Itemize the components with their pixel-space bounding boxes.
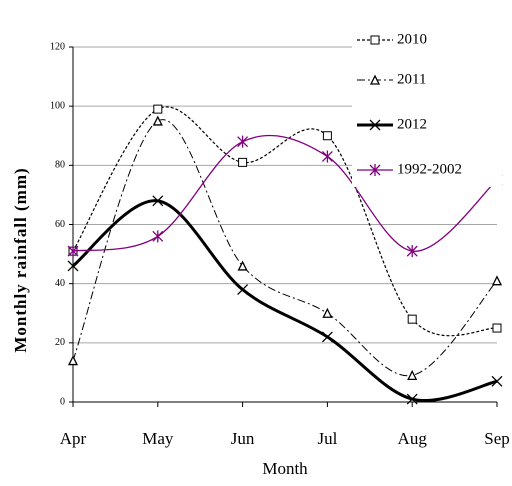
x-axis-label: Month [262, 459, 308, 478]
x-tick-label: May [142, 429, 174, 448]
marker [407, 369, 418, 381]
marker [237, 260, 248, 271]
marker [237, 135, 249, 148]
marker [67, 260, 79, 272]
series-line [72, 119, 498, 377]
marker [152, 195, 164, 207]
marker [153, 104, 163, 114]
legend-label: 2010 [397, 31, 427, 47]
x-tick-label: Sep [484, 429, 510, 448]
marker [407, 314, 417, 324]
marker [322, 307, 333, 318]
y-tick-label: 40 [55, 278, 65, 289]
legend-marker [370, 35, 380, 45]
x-tick-label: Aug [398, 429, 428, 448]
legend-marker [369, 74, 381, 85]
marker [491, 375, 503, 387]
marker [238, 157, 248, 167]
legend-label: 2011 [397, 71, 426, 87]
y-tick-label: 20 [55, 337, 65, 348]
marker [67, 355, 79, 366]
x-tick-label: Jun [231, 429, 255, 448]
series-line [72, 199, 498, 402]
marker [492, 323, 502, 333]
marker [237, 284, 249, 296]
marker [491, 275, 503, 286]
marker [322, 131, 332, 141]
y-tick-label: 60 [55, 219, 65, 230]
marker [406, 393, 418, 405]
x-tick-label: Jul [317, 429, 337, 448]
legend-marker [369, 119, 381, 131]
marker [321, 331, 333, 343]
x-tick-label: Apr [60, 429, 87, 448]
marker [152, 115, 163, 126]
y-tick-label: 80 [55, 160, 65, 171]
y-tick-label: 0 [60, 396, 65, 407]
marker [67, 245, 79, 258]
marker [152, 230, 164, 243]
marker [321, 150, 333, 163]
legend-label: 1992-2002 [397, 161, 462, 177]
legend-label: 2012 [397, 116, 427, 132]
y-axis-label: Monthly rainfall (mm) [11, 167, 30, 352]
y-tick-label: 120 [50, 41, 65, 52]
legend-marker [369, 164, 381, 176]
y-tick-label: 100 [50, 100, 65, 111]
legend-background [352, 25, 502, 187]
marker [406, 245, 418, 258]
